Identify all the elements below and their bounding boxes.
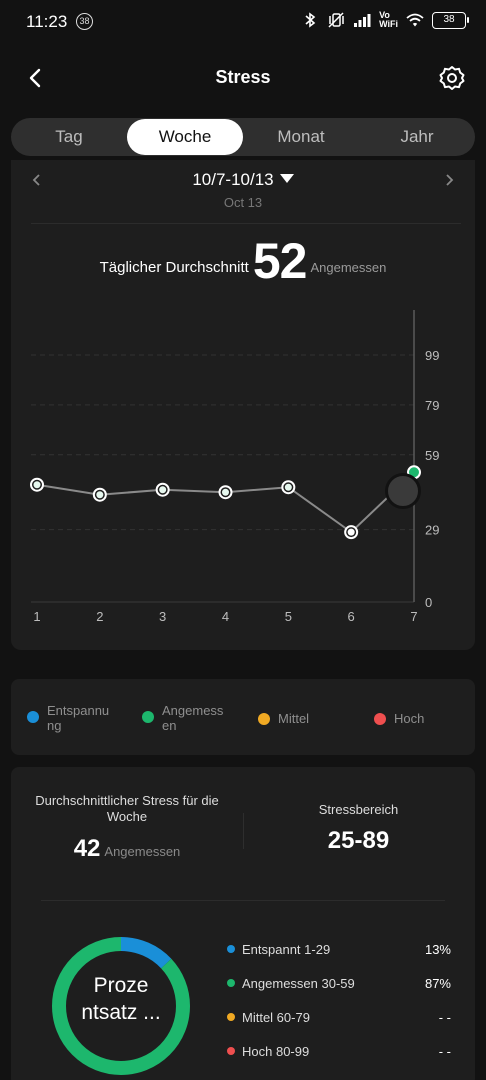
y-tick-label: 59 [425,448,439,463]
wifi-icon [406,13,424,27]
status-icons: Vo WiFi 38 [301,10,469,29]
stress-range-value: 25-89 [327,827,390,854]
summary-card: Durchschnittlicher Stress für die Woche … [11,767,475,1080]
chevron-left-icon[interactable] [20,62,52,94]
caret-down-icon [279,174,294,183]
divider [41,900,445,901]
week-average: Durchschnittlicher Stress für die Woche … [25,793,229,863]
range-row-entspannt: Entspannt 1-29 13% [227,939,451,959]
chevron-left-icon[interactable] [25,168,49,192]
legend-entspannung: Entspannu ng [27,703,109,733]
x-tick-label: 7 [410,609,417,624]
legend-angemessen: Angemess en [142,703,223,733]
range-row-hoch: Hoch 80-99 - - [227,1041,451,1061]
daily-average-value: 52 [252,233,308,289]
legend-hoch: Hoch [374,711,424,726]
range-dot [227,945,235,953]
tab-monat[interactable]: Monat [277,127,325,146]
x-tick-label: 3 [159,609,166,624]
daily-average-label: Täglicher Durchschnitt [99,259,249,276]
distribution-donut [52,937,190,1075]
vibrate-off-icon [328,12,344,28]
week-average-value: 42 [73,835,101,862]
range-dot [227,1013,235,1021]
data-point-core [159,486,167,494]
x-tick-label: 2 [96,609,103,624]
date-range-selector[interactable]: 10/7-10/13 [11,170,475,190]
legend: Entspannu ng Angemess en Mittel Hoch [11,679,475,755]
page-title: Stress [215,67,271,87]
x-tick-label: 5 [285,609,292,624]
chevron-right-icon[interactable] [437,168,461,192]
legend-dot [142,711,154,723]
notification-badge: 38 [76,13,93,30]
x-tick-label: 6 [348,609,355,624]
stress-range: Stressbereich 25-89 [256,802,461,855]
chart-scrubber-handle[interactable] [385,473,421,509]
y-tick-label: 79 [425,398,439,413]
range-label: Angemessen 30-59 [242,975,355,991]
divider [243,813,244,849]
stress-line-chart[interactable]: 0 29 59 79 99 1 2 3 4 5 6 7 [11,160,475,650]
series-line [36,471,415,534]
stress-range-label: Stressbereich [318,802,399,817]
x-tick-label: 4 [222,609,229,624]
app-header: Stress [0,50,486,106]
tab-tag[interactable]: Tag [55,127,83,146]
data-point-core [347,528,355,536]
range-row-angemessen: Angemessen 30-59 87% [227,973,451,993]
stress-chart-card: 10/7-10/13 Oct 13 Täglicher Durchschnitt… [11,160,475,650]
week-average-status: Angemessen [104,844,181,859]
range-percent: - - [438,1009,451,1025]
date-range-label: 10/7-10/13 [192,170,274,189]
battery-icon: 38 [432,11,469,29]
y-tick-label: 99 [425,348,439,363]
period-tabs: Tag Woche Monat Jahr [11,118,475,156]
range-percent: 13% [424,941,451,957]
bluetooth-icon [305,12,316,28]
daily-average: Täglicher Durchschnitt52 Angemessen [11,232,475,290]
legend-dot [27,711,39,723]
range-label: Hoch 80-99 [242,1043,310,1059]
status-time: 11:23 [26,12,68,31]
tab-woche[interactable]: Woche [127,119,243,155]
gear-icon[interactable] [436,62,468,94]
vowifi-indicator: Vo WiFi [379,10,398,29]
divider [31,223,461,224]
signal-icon [354,14,371,27]
range-percent: - - [438,1043,451,1059]
data-point-core [222,488,229,496]
range-label: Entspannt 1-29 [242,941,331,957]
x-tick-label: 1 [33,609,40,624]
range-label: Mittel 60-79 [242,1009,310,1025]
status-bar: 11:23 38 Vo WiFi 38 [0,0,486,44]
y-tick-label: 29 [425,523,439,538]
donut-segment [52,937,190,1075]
donut-center-text: Proze ntsatz ... [81,974,161,1024]
legend-mittel: Mittel [258,711,309,726]
week-average-label: Durchschnittlicher Stress für die Woche [35,793,219,824]
data-point-core [284,483,292,491]
y-tick-label: 0 [425,595,432,610]
legend-dot [374,713,386,725]
range-row-mittel: Mittel 60-79 - - [227,1007,451,1027]
selected-date: Oct 13 [223,195,263,210]
data-point-core [96,491,104,499]
range-percent: 87% [424,975,451,991]
range-dot [227,1047,235,1055]
daily-average-status: Angemessen [310,260,387,275]
legend-dot [258,713,270,725]
range-dot [227,979,235,987]
tab-jahr[interactable]: Jahr [400,127,434,146]
data-point-core [33,481,41,489]
